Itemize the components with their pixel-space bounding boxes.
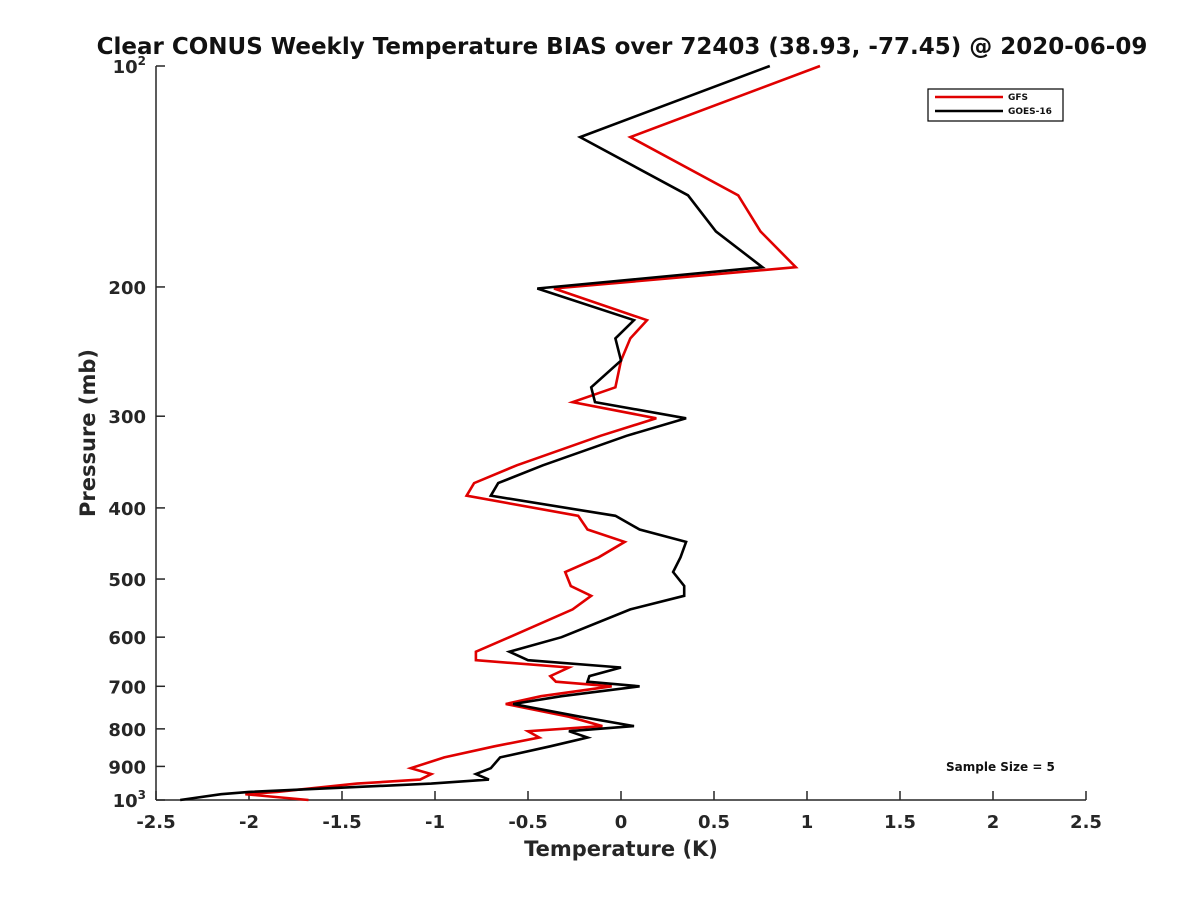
plot-area: -2.5 -2 -1.5 -1 -0.5 0 0.5 1 1.5 2 2.5102200300400…	[108, 54, 1102, 833]
y-tick-label-exponent: 3	[138, 788, 146, 802]
y-tick-label: 103	[113, 788, 146, 812]
y-tick-label: 500	[108, 570, 146, 591]
y-tick-label: 200	[108, 278, 146, 299]
x-tick-label: 1	[801, 812, 814, 833]
y-tick-label-base: 10	[113, 57, 138, 78]
legend: GFS GOES-16	[927, 88, 1064, 122]
x-axis-label: Temperature (K)	[524, 837, 718, 861]
y-tick-label: 400	[108, 499, 146, 520]
y-tick-label-base: 10	[113, 791, 138, 812]
series-line-goes16	[180, 64, 771, 802]
x-tick-label: 0.5	[698, 812, 730, 833]
x-tick-label: -1	[425, 812, 445, 833]
sample-size-note: Sample Size = 5	[946, 760, 1055, 774]
x-tick-label: 2	[987, 812, 1000, 833]
y-tick-label: 600	[108, 628, 146, 649]
y-tick-label: 900	[108, 757, 146, 778]
y-tick-label-exponent: 2	[138, 54, 146, 68]
chart-title: Clear CONUS Weekly Temperature BIAS over…	[97, 34, 1148, 60]
x-tick-label: 2.5	[1070, 812, 1102, 833]
x-tick-label: -2.5	[136, 812, 175, 833]
x-tick-label: -2	[239, 812, 259, 833]
y-tick-label: 800	[108, 720, 146, 741]
y-tick-label: 700	[108, 677, 146, 698]
legend-label-gfs: GFS	[1008, 93, 1028, 103]
x-tick-label: -1.5	[322, 812, 361, 833]
y-axis-label: Pressure (mb)	[76, 349, 100, 517]
legend-label-goes16: GOES-16	[1008, 107, 1052, 117]
legend-box	[927, 88, 1064, 122]
series-line-gfs	[245, 64, 821, 802]
y-tick-label: 300	[108, 407, 146, 428]
x-tick-label: 0	[615, 812, 628, 833]
x-tick-label: -0.5	[508, 812, 547, 833]
x-tick-label: 1.5	[884, 812, 916, 833]
y-tick-label: 102	[113, 54, 146, 78]
